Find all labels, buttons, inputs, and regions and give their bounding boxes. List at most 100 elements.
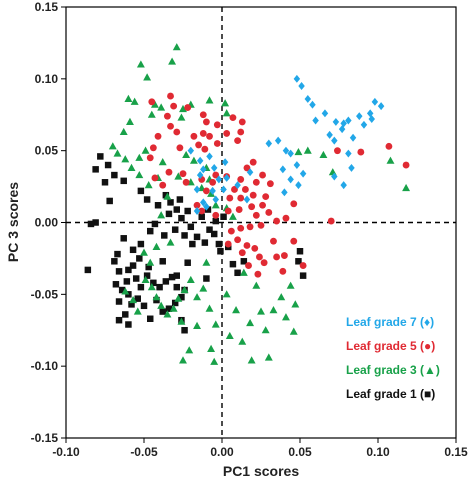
data-point-circle <box>282 214 290 222</box>
data-point-triangle <box>152 242 161 250</box>
data-point-square <box>295 258 302 265</box>
data-point-square <box>193 233 201 241</box>
data-point-diamond <box>304 94 312 103</box>
data-point-diamond <box>331 136 338 145</box>
data-point-triangle <box>127 163 136 171</box>
data-point-circle <box>243 242 251 249</box>
data-point-square <box>201 239 209 246</box>
x-tick-label: 0.10 <box>366 445 390 459</box>
data-point-circle <box>151 174 159 182</box>
data-point-triangle <box>247 356 256 364</box>
data-point-square <box>173 283 180 291</box>
data-point-circle <box>290 237 298 245</box>
data-point-square <box>168 273 176 281</box>
data-point-triangle <box>180 285 189 294</box>
data-point-square <box>115 268 123 275</box>
data-point-circle <box>245 262 252 270</box>
data-point-triangle <box>147 283 156 291</box>
data-point-circle <box>299 262 307 270</box>
data-point-square <box>229 260 237 268</box>
data-point-circle <box>193 201 201 209</box>
data-point-circle <box>213 140 221 147</box>
y-tick-label: 0.05 <box>35 144 59 158</box>
data-point-square <box>181 232 188 239</box>
data-point-diamond <box>348 163 355 172</box>
data-point-circle <box>148 98 156 106</box>
data-point-triangle <box>152 293 161 301</box>
data-point-circle <box>280 252 288 259</box>
data-point-diamond <box>212 195 219 204</box>
data-point-square <box>92 166 99 173</box>
data-point-triangle <box>246 318 255 327</box>
data-point-circle <box>273 253 281 261</box>
data-point-circle <box>290 200 298 208</box>
data-point-triangle <box>228 212 237 220</box>
data-point-triangle <box>225 331 234 340</box>
data-point-circle <box>163 112 171 120</box>
data-point-triangle <box>207 189 216 197</box>
data-point-circle <box>238 118 246 126</box>
data-point-circle <box>226 194 234 202</box>
data-point-square <box>167 199 174 206</box>
x-tick-label: 0.05 <box>288 445 312 459</box>
data-point-triangle <box>136 60 145 68</box>
data-point-circle <box>252 211 260 219</box>
data-point-square <box>215 240 223 248</box>
data-point-square <box>165 210 173 218</box>
data-point-square <box>198 213 205 220</box>
data-point-circle <box>357 148 365 156</box>
data-point-triangle <box>174 172 183 180</box>
data-point-circle <box>249 158 257 166</box>
data-point-triangle <box>294 147 303 156</box>
data-point-diamond <box>187 146 195 155</box>
data-point-triangle <box>269 305 278 314</box>
data-point-triangle <box>386 156 395 164</box>
data-point-triangle <box>157 301 166 309</box>
data-point-diamond <box>371 97 379 106</box>
data-point-diamond <box>246 168 254 177</box>
data-point-circle <box>199 111 207 119</box>
data-point-diamond <box>299 169 307 178</box>
data-point-triangle <box>113 149 122 157</box>
data-point-square <box>129 262 137 269</box>
data-point-square <box>136 255 143 262</box>
data-point-triangle <box>211 201 220 209</box>
data-point-diamond <box>377 102 385 111</box>
data-point-diamond <box>223 174 230 182</box>
data-point-diamond <box>203 202 210 211</box>
data-point-square <box>115 316 123 324</box>
data-point-triangle <box>126 117 134 125</box>
data-point-circle <box>265 209 273 216</box>
data-point-diamond <box>200 165 207 174</box>
data-point-circle <box>259 201 266 209</box>
data-point-square <box>115 298 123 305</box>
y-tick-label: 0.10 <box>35 72 59 86</box>
data-point-triangle <box>158 158 167 166</box>
data-point-square <box>145 263 152 271</box>
data-point-circle <box>224 207 232 215</box>
data-point-square <box>92 219 99 226</box>
data-point-circle <box>170 102 178 110</box>
data-point-diamond <box>309 100 316 109</box>
data-point-triangle <box>163 310 172 318</box>
data-point-triangle <box>179 104 187 113</box>
data-point-circle <box>159 181 167 189</box>
data-point-triangle <box>210 357 219 365</box>
data-point-square <box>240 258 248 265</box>
data-point-circle <box>237 128 245 136</box>
data-point-square <box>134 295 141 302</box>
data-point-triangle <box>166 238 175 246</box>
data-point-circle <box>241 186 249 193</box>
data-point-square <box>184 259 191 266</box>
data-point-triangle <box>157 211 166 219</box>
data-point-circle <box>224 240 232 248</box>
data-point-circle <box>262 193 270 201</box>
data-point-triangle <box>202 258 211 266</box>
data-point-square <box>120 235 127 242</box>
data-point-triangle <box>141 146 150 154</box>
data-point-diamond <box>293 161 301 169</box>
data-point-diamond <box>360 120 368 129</box>
data-point-triangle <box>221 99 230 107</box>
data-point-circle <box>167 122 174 130</box>
